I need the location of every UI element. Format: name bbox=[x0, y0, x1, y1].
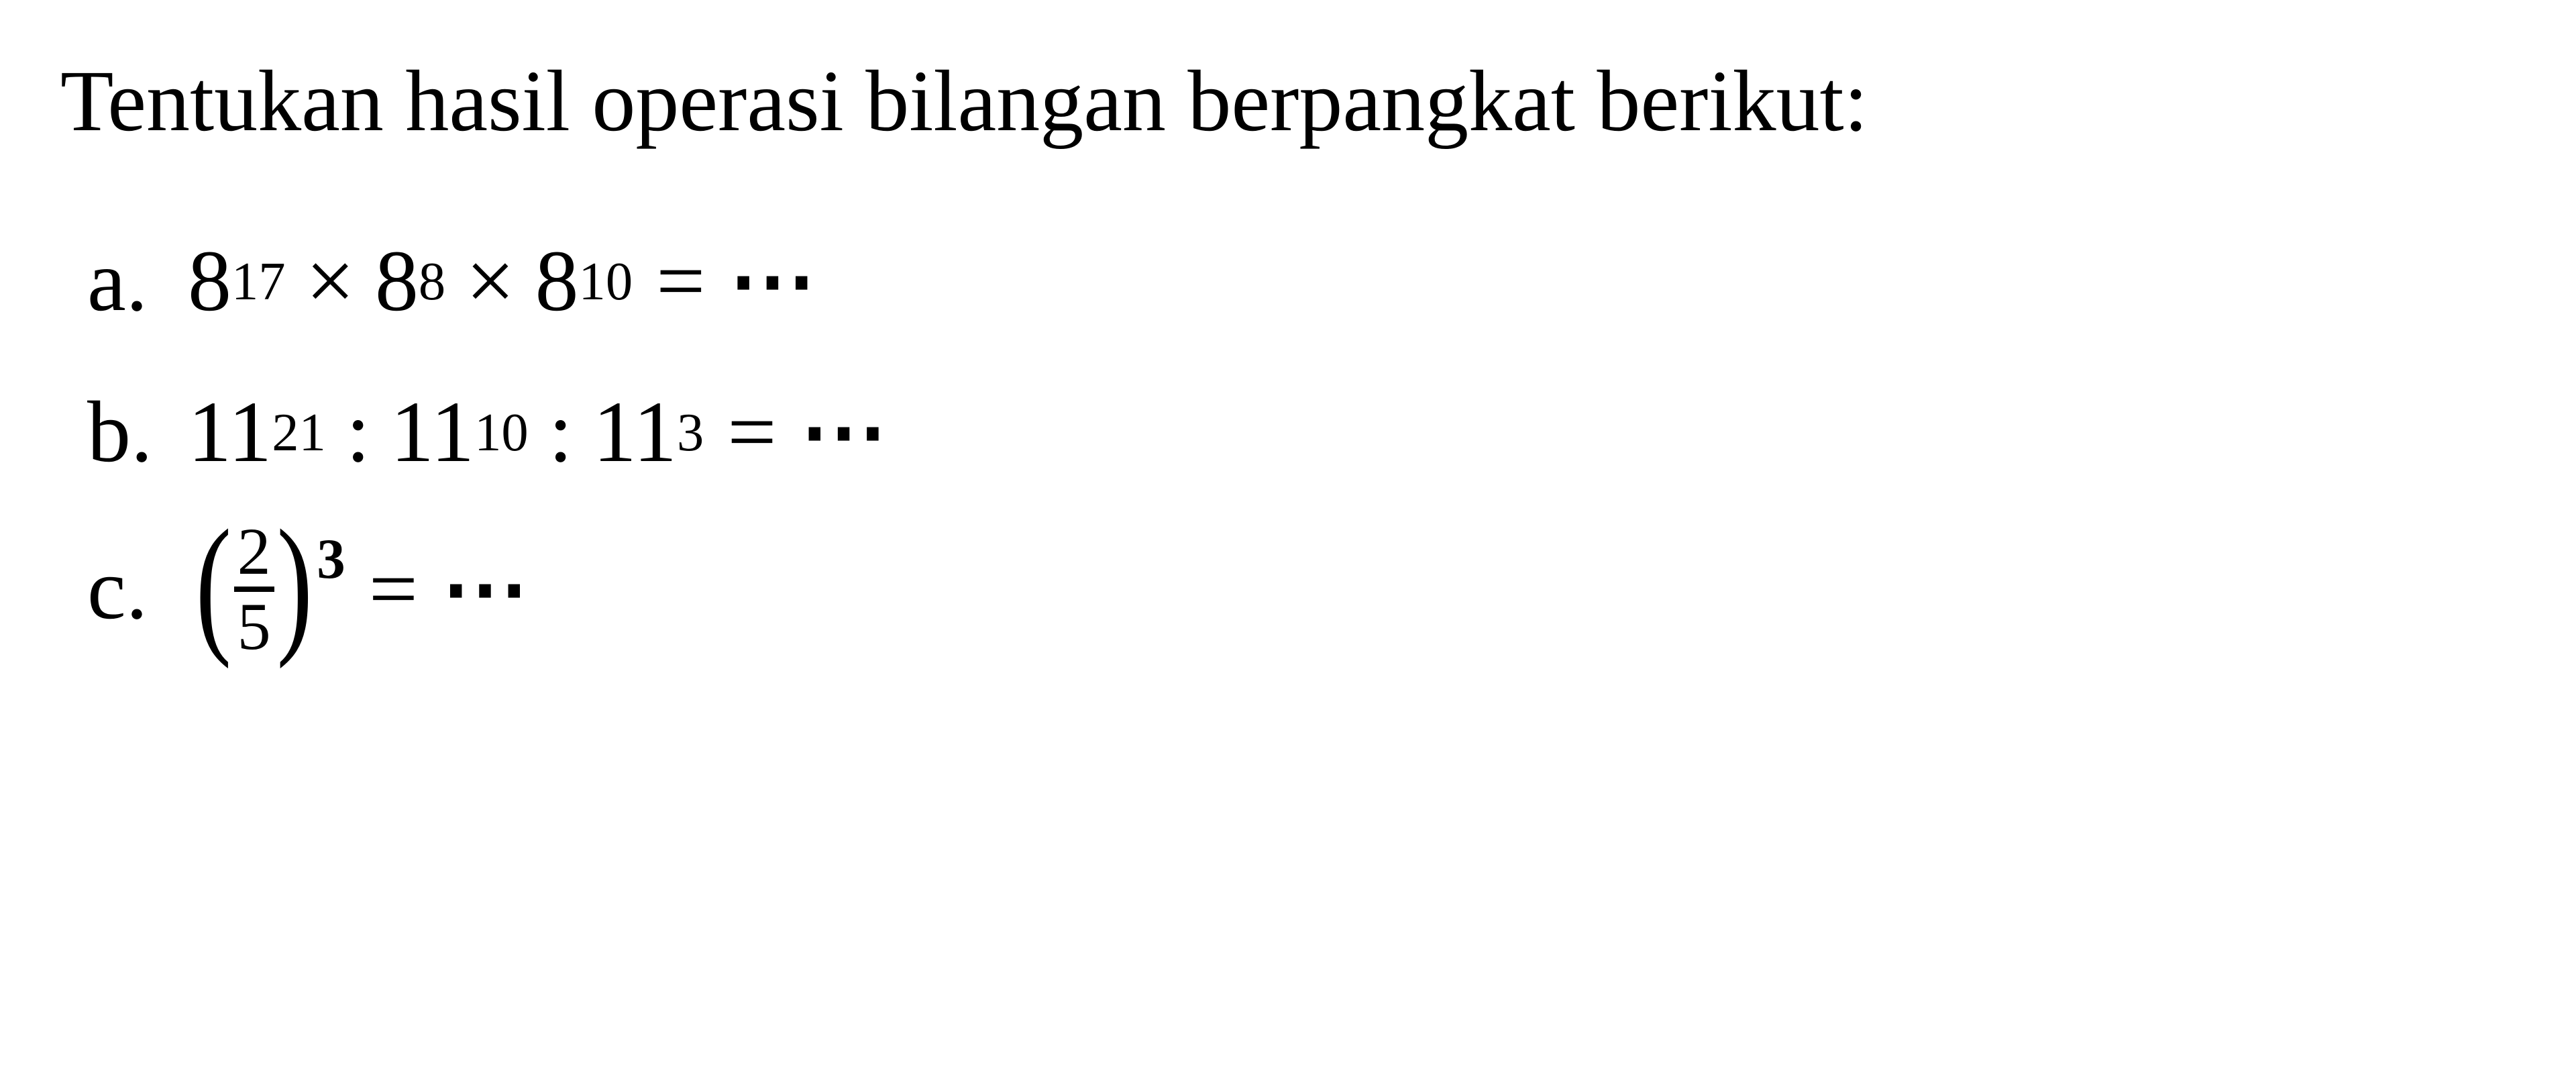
result-placeholder: ⋯ bbox=[800, 367, 892, 498]
operator: : bbox=[549, 367, 573, 498]
problem-list: a. 817 × 88 × 810 = ⋯ b. 1121 : 1110 : 1… bbox=[60, 216, 2516, 660]
expression-a: 817 × 88 × 810 = ⋯ bbox=[188, 216, 820, 347]
operator: × bbox=[306, 216, 355, 347]
close-paren: ) bbox=[276, 518, 313, 650]
term-base: 11 bbox=[188, 367, 272, 498]
fraction-power-group: ( 2 5 ) 3 bbox=[188, 518, 345, 660]
outer-exponent: 3 bbox=[317, 525, 345, 593]
problem-label: b. bbox=[87, 367, 188, 498]
term-base: 11 bbox=[390, 367, 474, 498]
term-base: 11 bbox=[593, 367, 677, 498]
equals-sign: = bbox=[369, 537, 418, 642]
problem-b: b. 1121 : 1110 : 113 = ⋯ bbox=[87, 367, 2516, 498]
result-placeholder: ⋯ bbox=[729, 216, 820, 347]
result-placeholder: ⋯ bbox=[441, 537, 533, 642]
term-base: 8 bbox=[188, 216, 231, 347]
expression-b: 1121 : 1110 : 113 = ⋯ bbox=[188, 367, 892, 498]
denominator: 5 bbox=[237, 592, 271, 660]
fraction: 2 5 bbox=[234, 518, 274, 660]
open-paren: ( bbox=[195, 518, 231, 650]
operator: × bbox=[466, 216, 515, 347]
operator: : bbox=[346, 367, 370, 498]
equals-sign: = bbox=[656, 216, 705, 347]
instruction-text: Tentukan hasil operasi bilangan berpangk… bbox=[60, 40, 2516, 162]
term-base: 8 bbox=[375, 216, 419, 347]
problem-c: c. ( 2 5 ) 3 = ⋯ bbox=[87, 518, 2516, 660]
numerator: 2 bbox=[237, 518, 271, 587]
problem-a: a. 817 × 88 × 810 = ⋯ bbox=[87, 216, 2516, 347]
expression-c: ( 2 5 ) 3 = ⋯ bbox=[188, 518, 533, 660]
term-base: 8 bbox=[535, 216, 579, 347]
problem-label: c. bbox=[87, 537, 188, 642]
equals-sign: = bbox=[727, 367, 776, 498]
problem-label: a. bbox=[87, 216, 188, 347]
